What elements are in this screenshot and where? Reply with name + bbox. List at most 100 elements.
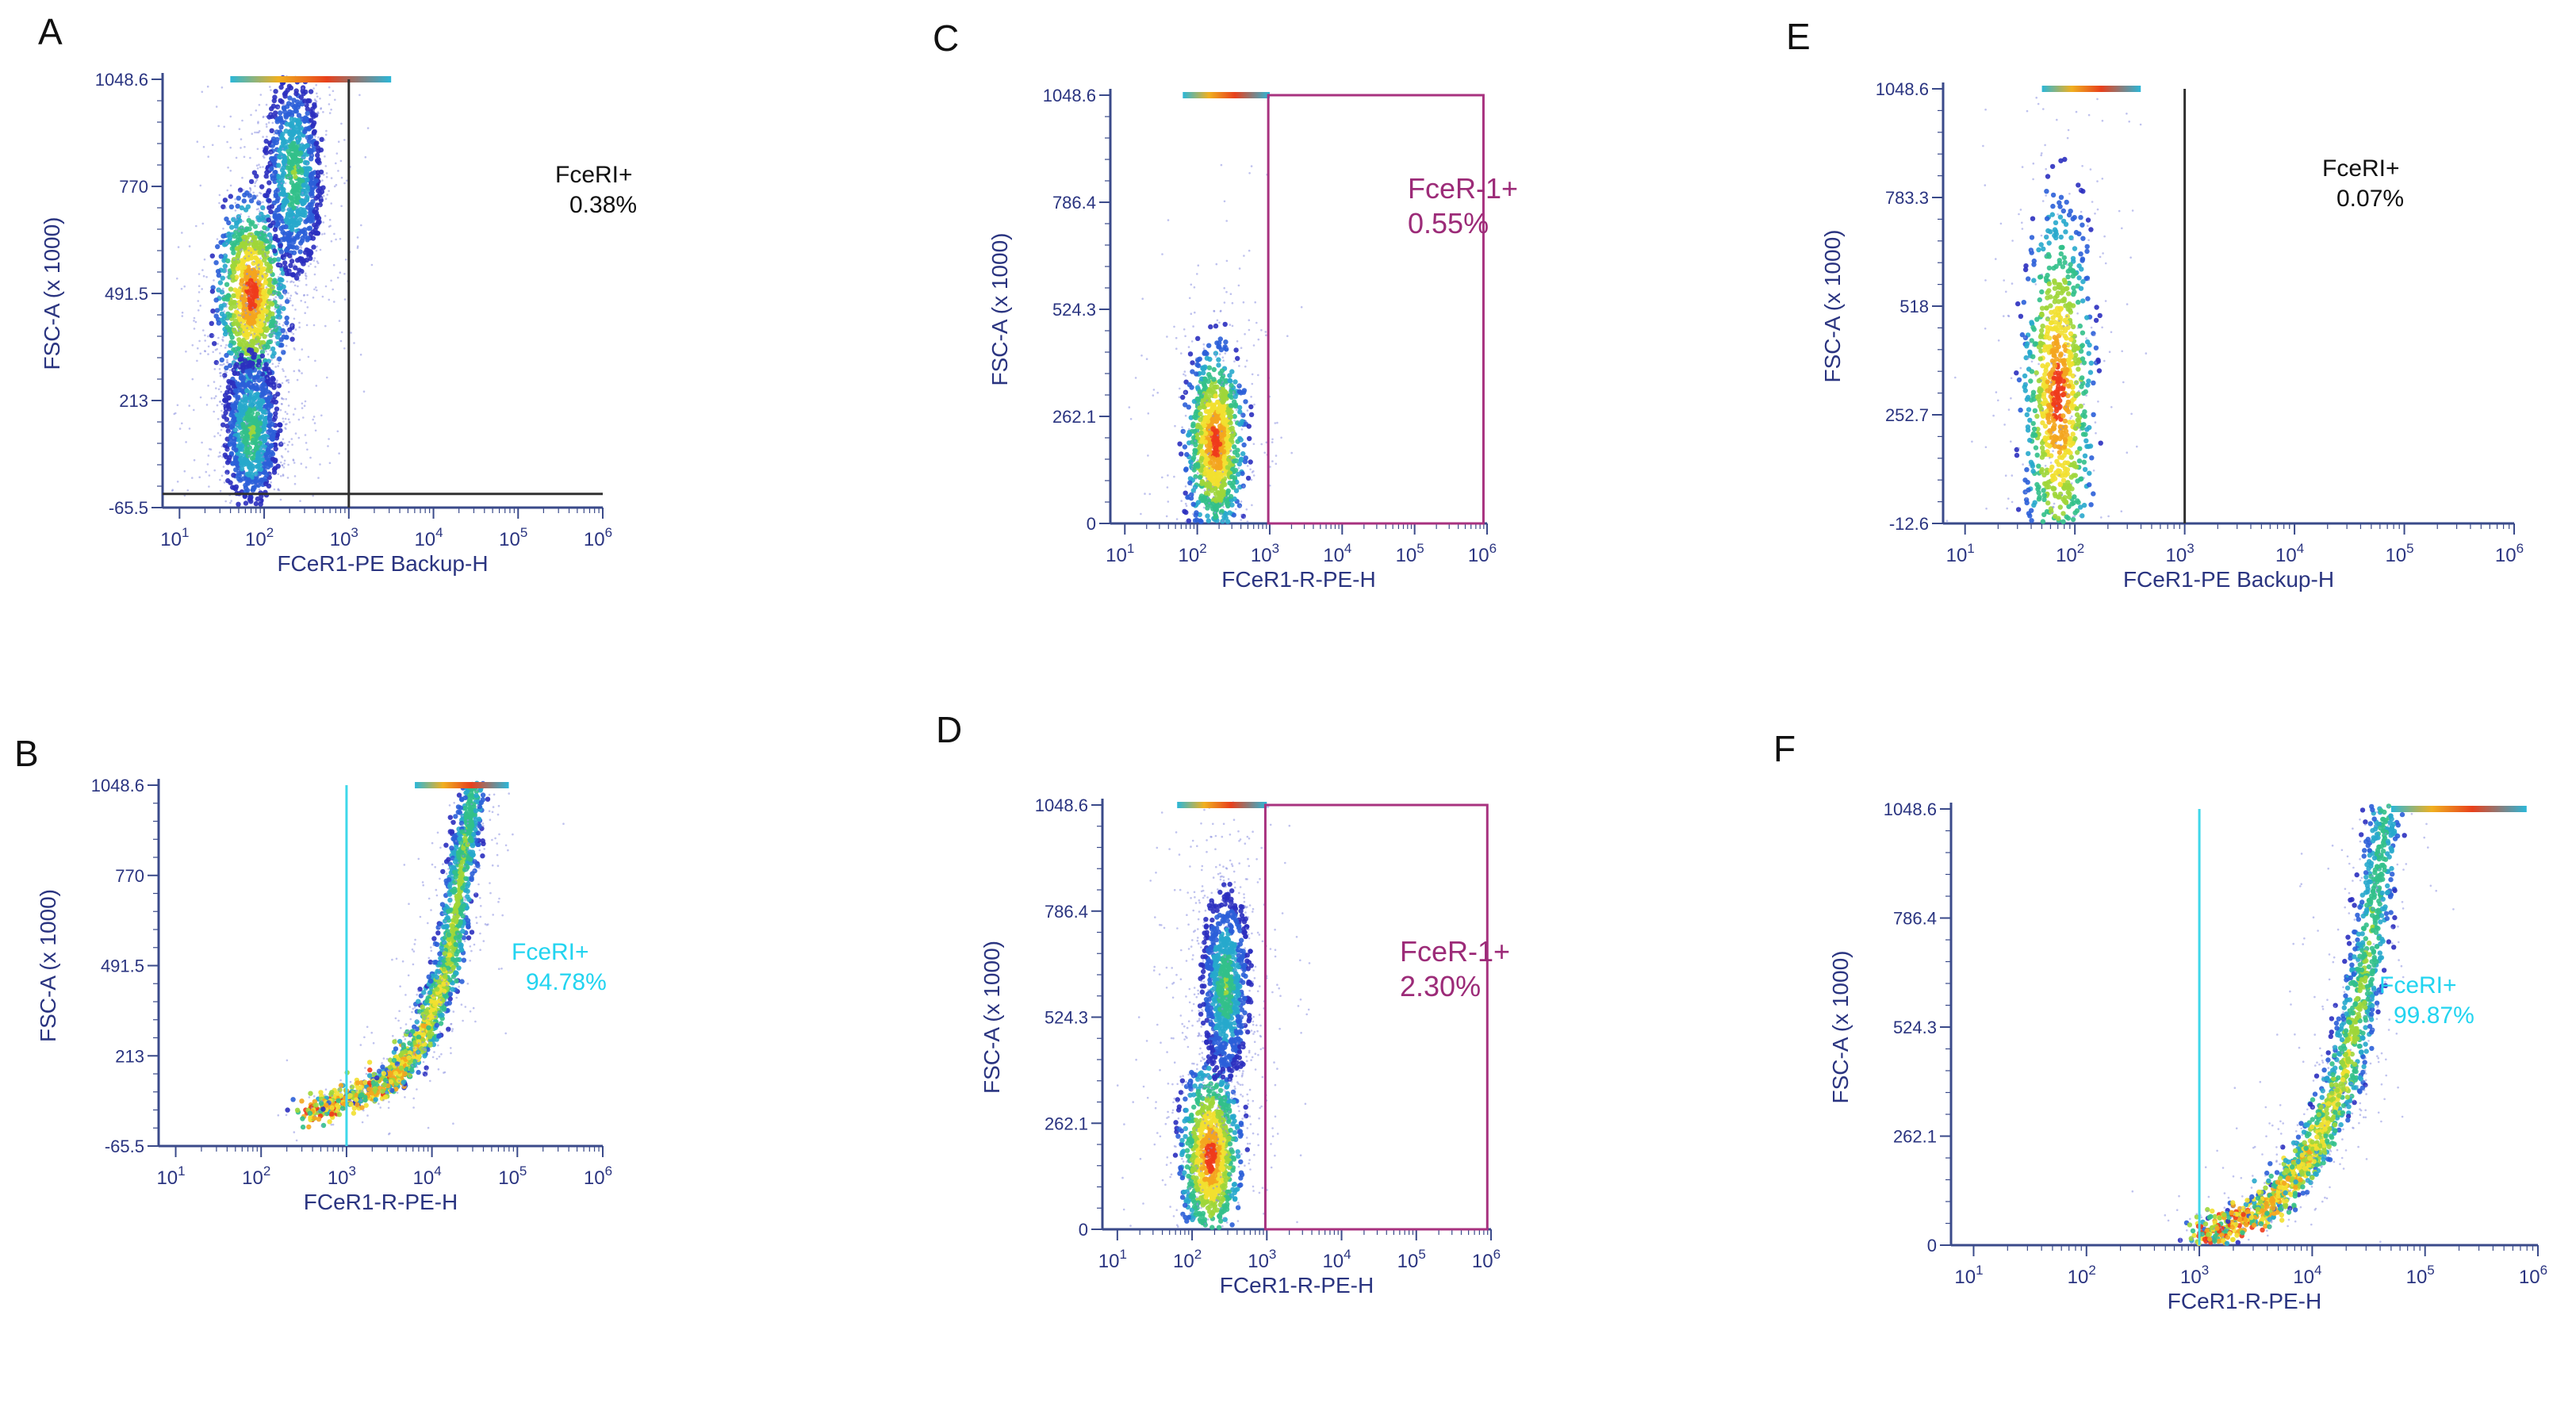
event-dot	[410, 1018, 412, 1021]
event-dot	[330, 280, 332, 282]
event-dot	[214, 368, 217, 370]
event-dot	[350, 1081, 352, 1083]
event-dot	[225, 259, 230, 263]
event-dot	[298, 151, 303, 155]
event-dot	[297, 178, 302, 183]
event-dot	[179, 427, 182, 430]
event-dot	[274, 366, 277, 368]
event-dots	[171, 75, 373, 507]
event-dot	[201, 442, 203, 444]
event-dot	[291, 438, 293, 440]
event-dot	[219, 451, 221, 454]
event-dot	[282, 420, 285, 423]
event-dot	[264, 253, 266, 255]
event-dot	[453, 1010, 455, 1013]
event-dot	[273, 89, 278, 94]
event-dot	[297, 183, 301, 188]
event-dot	[263, 243, 266, 246]
event-dot	[400, 1050, 404, 1055]
event-dot	[276, 358, 278, 361]
event-dot	[198, 273, 201, 275]
event-dot	[226, 141, 228, 144]
event-dot	[371, 1080, 376, 1085]
event-dot	[208, 454, 210, 457]
event-dot	[282, 260, 287, 265]
event-dot	[257, 427, 262, 432]
event-dot	[295, 432, 297, 435]
event-dot	[221, 414, 224, 416]
event-dot	[251, 242, 256, 247]
event-dot	[305, 185, 310, 190]
event-dot	[366, 1087, 371, 1091]
event-dot	[228, 271, 230, 274]
event-dot	[289, 259, 294, 263]
event-dot	[273, 227, 278, 232]
event-dot	[248, 255, 251, 258]
event-dot	[320, 137, 324, 142]
event-dot	[450, 1023, 453, 1025]
event-dot	[237, 216, 240, 218]
event-dot	[254, 328, 259, 332]
event-dot	[386, 1081, 389, 1083]
event-dot	[226, 243, 228, 245]
event-dot	[250, 339, 255, 344]
event-dot	[264, 139, 269, 144]
y-tick-label: 770	[115, 866, 144, 886]
event-dot	[281, 155, 283, 158]
event-dot	[325, 165, 328, 167]
event-dot	[268, 121, 270, 124]
event-dot	[211, 397, 213, 400]
event-dot	[277, 310, 282, 315]
event-dot	[388, 1065, 393, 1070]
event-dot	[204, 335, 206, 337]
event-dot	[269, 163, 271, 165]
event-dot	[224, 282, 229, 287]
event-dot	[183, 286, 186, 288]
event-dot	[469, 838, 473, 843]
event-dot	[257, 122, 259, 125]
event-dot	[293, 91, 298, 96]
event-dot	[283, 443, 286, 445]
event-dot	[311, 196, 313, 198]
event-dot	[308, 249, 312, 254]
event-dot	[294, 285, 297, 287]
event-dot	[443, 956, 446, 958]
event-dot	[301, 407, 304, 409]
event-dot	[237, 309, 240, 311]
event-dot	[262, 366, 266, 371]
event-dot	[457, 836, 462, 841]
x-tick-label: 101	[156, 1163, 185, 1189]
event-dot	[217, 432, 220, 435]
event-dot	[280, 409, 282, 412]
event-dot	[313, 196, 318, 201]
event-dot	[420, 916, 422, 918]
event-dot	[244, 258, 247, 260]
event-dot	[270, 293, 273, 296]
event-dot	[220, 423, 225, 427]
event-dot	[305, 111, 310, 116]
event-dot	[269, 322, 274, 327]
event-dot	[458, 870, 462, 875]
event-dot	[217, 404, 219, 407]
event-dot	[428, 957, 431, 960]
event-dot	[241, 476, 246, 481]
event-dot	[264, 262, 269, 266]
y-tick-label: 770	[119, 177, 148, 197]
event-dot	[259, 241, 263, 246]
event-dot	[192, 344, 194, 347]
event-dot	[246, 273, 248, 275]
event-dot	[373, 1042, 375, 1045]
event-dot	[399, 985, 401, 987]
event-dot	[219, 401, 221, 403]
event-dot	[467, 822, 470, 825]
event-dot	[236, 303, 239, 305]
event-dot	[431, 962, 434, 964]
event-dot	[228, 332, 230, 335]
event-dot	[380, 1089, 385, 1094]
event-dot	[301, 125, 303, 128]
event-dot	[227, 362, 229, 364]
event-dot	[213, 397, 216, 400]
event-dot	[274, 341, 277, 343]
event-dot	[256, 164, 259, 167]
